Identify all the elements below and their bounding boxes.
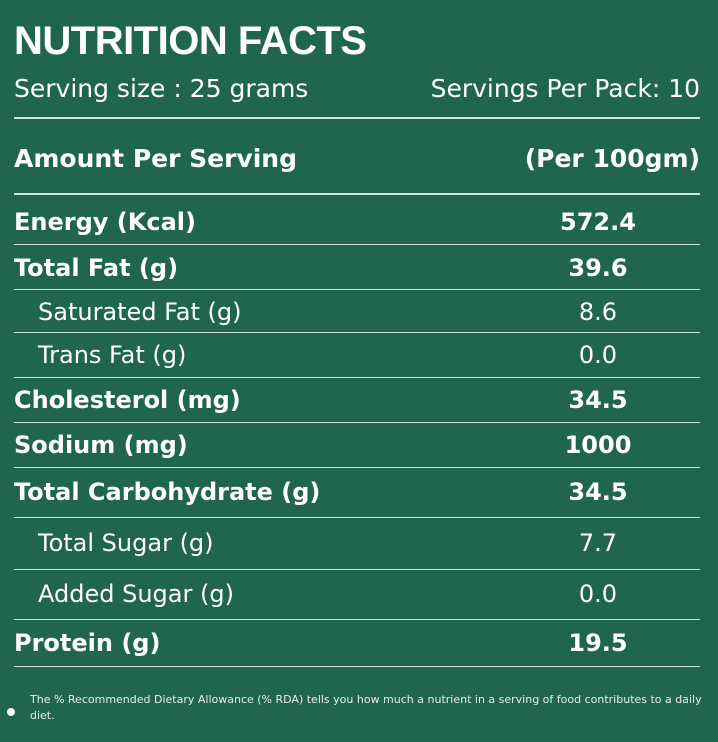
servings-per-pack: Servings Per Pack: 10 xyxy=(430,73,700,103)
row-divider xyxy=(14,517,700,518)
row-divider xyxy=(14,244,700,245)
serving-size: Serving size : 25 grams xyxy=(14,73,309,103)
nutrient-name: Total Fat (g) xyxy=(14,254,179,282)
table-row: Total Carbohydrate (g) 34.5 xyxy=(14,468,700,516)
table-row: Added Sugar (g) 0.0 xyxy=(14,570,700,618)
row-divider xyxy=(14,289,700,290)
row-divider xyxy=(14,619,700,620)
nutrient-name: Cholesterol (mg) xyxy=(14,386,241,414)
row-divider xyxy=(14,332,700,333)
nutrient-value: 572.4 xyxy=(560,208,636,236)
nutrient-name: Saturated Fat (g) xyxy=(38,298,242,326)
nutrient-value: 34.5 xyxy=(568,386,628,414)
table-row: Protein (g) 19.5 xyxy=(14,620,700,666)
table-row: Saturated Fat (g) 8.6 xyxy=(14,290,700,334)
bullet-icon xyxy=(7,708,15,716)
row-divider xyxy=(14,569,700,570)
table-row: Energy (Kcal) 572.4 xyxy=(14,200,700,244)
footnote: The % Recommended Dietary Allowance (% R… xyxy=(30,693,702,722)
nutrient-name: Sodium (mg) xyxy=(14,431,188,459)
nutrient-name: Protein (g) xyxy=(14,629,161,657)
serving-info-row: Serving size : 25 grams Servings Per Pac… xyxy=(14,70,700,106)
nutrient-value: 7.7 xyxy=(578,529,618,557)
nutrient-name: Total Sugar (g) xyxy=(38,529,214,557)
nutrient-name: Total Carbohydrate (g) xyxy=(14,478,321,506)
row-divider xyxy=(14,377,700,378)
table-row: Total Fat (g) 39.6 xyxy=(14,248,700,288)
amount-per-serving-label: Amount Per Serving xyxy=(14,144,297,173)
per-100gm-label: (Per 100gm) xyxy=(524,144,700,173)
row-divider xyxy=(14,467,700,468)
nutrient-value: 8.6 xyxy=(578,298,618,326)
row-divider xyxy=(14,666,700,667)
page-title: NUTRITION FACTS xyxy=(14,19,367,63)
nutrient-value: 0.0 xyxy=(578,580,618,608)
nutrient-value: 1000 xyxy=(564,431,632,459)
table-row: Sodium (mg) 1000 xyxy=(14,423,700,467)
table-row: Cholesterol (mg) 34.5 xyxy=(14,378,700,422)
table-header: Amount Per Serving (Per 100gm) xyxy=(14,138,700,180)
nutrient-value: 34.5 xyxy=(568,478,628,506)
divider xyxy=(14,117,700,119)
table-row: Trans Fat (g) 0.0 xyxy=(14,334,700,376)
nutrient-value: 0.0 xyxy=(578,341,618,369)
nutrient-name: Trans Fat (g) xyxy=(38,341,187,369)
table-row: Total Sugar (g) 7.7 xyxy=(14,518,700,568)
nutrient-value: 39.6 xyxy=(568,254,628,282)
divider xyxy=(14,193,700,195)
row-divider xyxy=(14,422,700,423)
nutrient-value: 19.5 xyxy=(568,629,628,657)
nutrient-name: Energy (Kcal) xyxy=(14,208,196,236)
nutrient-name: Added Sugar (g) xyxy=(38,580,234,608)
